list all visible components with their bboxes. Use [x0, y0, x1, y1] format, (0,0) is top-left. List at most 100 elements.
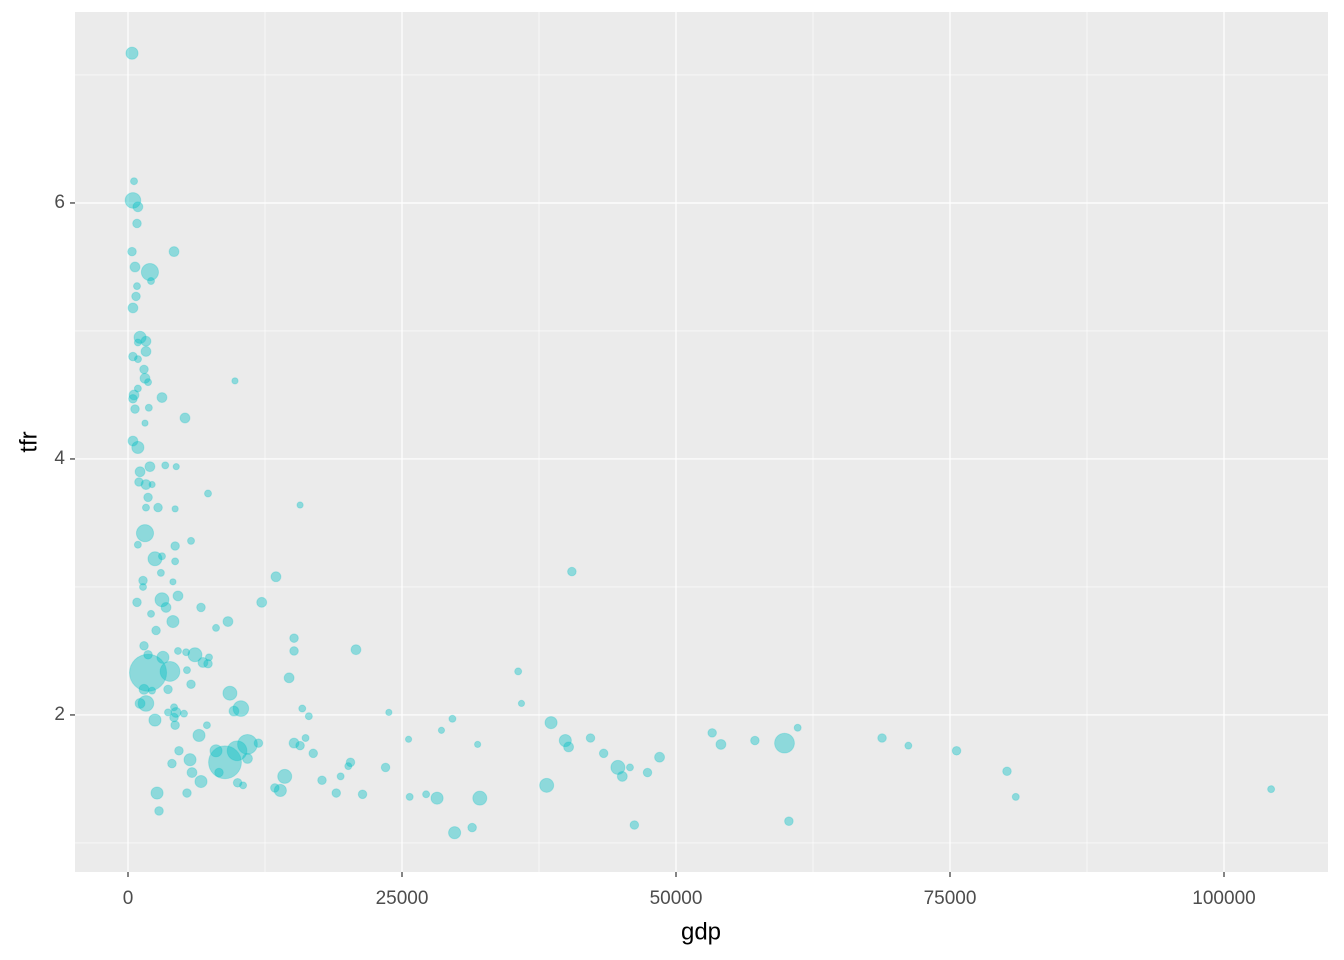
point [159, 661, 181, 682]
point [147, 609, 156, 618]
point [345, 757, 356, 768]
point [256, 596, 268, 608]
point [404, 735, 413, 743]
point [138, 683, 150, 695]
point [517, 699, 526, 708]
point [654, 751, 666, 763]
point [154, 806, 164, 816]
point [422, 790, 431, 799]
point [150, 786, 164, 800]
point [130, 177, 139, 186]
point [226, 740, 248, 762]
point [167, 758, 177, 769]
point [130, 404, 140, 414]
point [298, 704, 307, 713]
point [231, 377, 239, 385]
point [182, 648, 191, 657]
point [202, 721, 211, 730]
point [128, 394, 138, 404]
point [163, 684, 173, 695]
point [380, 762, 391, 773]
point [904, 741, 913, 750]
point [156, 392, 168, 403]
point [131, 440, 145, 455]
point [232, 700, 250, 717]
point [385, 708, 393, 717]
x-axis-title: gdp [681, 918, 721, 945]
point [124, 192, 142, 209]
point [208, 745, 242, 780]
point [610, 759, 626, 775]
point [171, 505, 179, 513]
point [148, 480, 156, 489]
point [171, 557, 180, 566]
point [138, 575, 148, 586]
point [132, 282, 141, 291]
point [277, 768, 293, 784]
point [237, 733, 258, 755]
point [139, 641, 149, 651]
point [187, 536, 196, 545]
point [168, 246, 180, 258]
point [539, 777, 555, 793]
point [133, 540, 142, 549]
point [616, 770, 628, 782]
plot-panel [75, 12, 1328, 872]
point [127, 246, 137, 257]
point [135, 524, 155, 543]
point [405, 792, 414, 801]
point [301, 733, 310, 742]
point [128, 351, 138, 362]
point [228, 705, 240, 717]
point [448, 826, 462, 840]
point [133, 355, 142, 364]
point [148, 713, 162, 727]
point [153, 502, 163, 513]
point [194, 774, 208, 789]
point [192, 728, 206, 742]
point [140, 345, 152, 357]
point [629, 820, 640, 830]
point [295, 740, 305, 751]
point [127, 435, 139, 447]
point [183, 753, 197, 767]
point [544, 716, 558, 730]
point [1002, 766, 1012, 777]
point [144, 461, 156, 473]
point [203, 658, 213, 669]
point [317, 775, 327, 786]
point [147, 277, 156, 286]
point [139, 372, 151, 384]
point [430, 791, 444, 805]
point [204, 489, 213, 498]
point [196, 602, 206, 613]
point [132, 597, 142, 608]
point [169, 578, 177, 586]
point [131, 291, 141, 302]
point [156, 568, 165, 577]
point [214, 767, 224, 778]
point [558, 733, 572, 748]
point [283, 672, 295, 684]
point [140, 479, 152, 491]
point [144, 378, 153, 387]
point [133, 384, 142, 393]
point [143, 650, 153, 660]
point [143, 492, 153, 503]
point [567, 566, 577, 577]
y-tick-label: 4 [54, 448, 65, 469]
point [197, 657, 209, 668]
point [232, 778, 243, 788]
point [137, 695, 155, 712]
point [161, 461, 170, 470]
point [715, 738, 727, 750]
point [253, 738, 264, 748]
point [128, 389, 140, 401]
point [1011, 792, 1020, 801]
point [154, 592, 170, 608]
point [125, 46, 139, 60]
point [951, 746, 962, 756]
x-tick-label: 0 [123, 888, 134, 909]
point [209, 744, 223, 758]
point [179, 412, 191, 424]
